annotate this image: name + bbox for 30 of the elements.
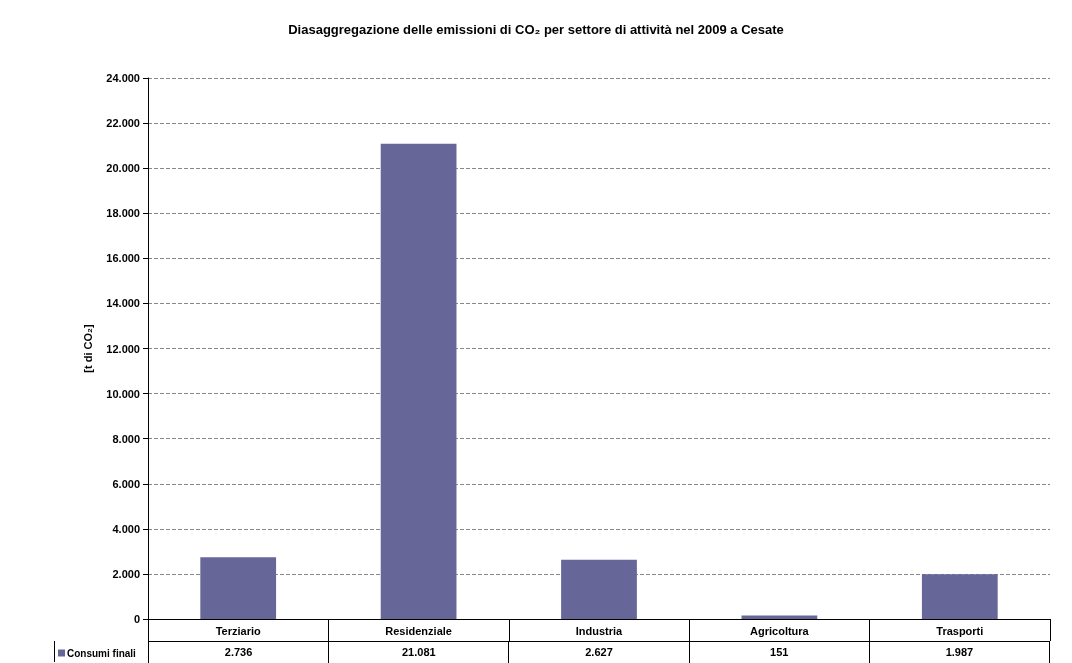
y-tick-label: 8.000	[112, 432, 140, 445]
legend-label: Consumi finali	[67, 647, 137, 659]
y-tick-label: 14.000	[106, 297, 140, 310]
y-axis-title: [t di CO₂]	[81, 324, 94, 373]
x-tick-label: Residenziale	[385, 624, 452, 637]
y-tick-label: 20.000	[106, 162, 140, 175]
y-tick-label: 22.000	[106, 117, 140, 130]
data-label: 2.736	[148, 641, 329, 663]
y-tick-label: 12.000	[106, 342, 140, 355]
bar	[921, 574, 998, 619]
y-tick-label: 6.000	[112, 477, 140, 490]
data-label: 21.081	[328, 641, 509, 663]
data-label: 151	[688, 641, 869, 663]
x-tick-label: Trasporti	[936, 624, 984, 637]
bar	[380, 143, 457, 619]
y-tick-label: 4.000	[112, 522, 140, 535]
bar	[200, 557, 277, 619]
chart-title: Diasaggregazione delle emissioni di CO₂ per settore di attività nel 2009 a Cesate	[288, 22, 784, 37]
data-label: 2.627	[508, 641, 689, 663]
y-tick-label: 0	[133, 613, 140, 625]
x-tick-label: Agricoltura	[750, 624, 810, 637]
y-tick-label: 18.000	[106, 207, 140, 220]
data-label: 1.987	[868, 641, 1051, 663]
x-tick-label: Industria	[575, 624, 624, 637]
y-tick-label: 16.000	[106, 252, 140, 265]
y-tick-label: 10.000	[106, 387, 140, 400]
y-tick-label: 2.000	[112, 567, 140, 580]
bar	[561, 559, 637, 619]
x-tick-label: Terziario	[215, 624, 261, 637]
y-tick-label: 24.000	[106, 72, 140, 84]
